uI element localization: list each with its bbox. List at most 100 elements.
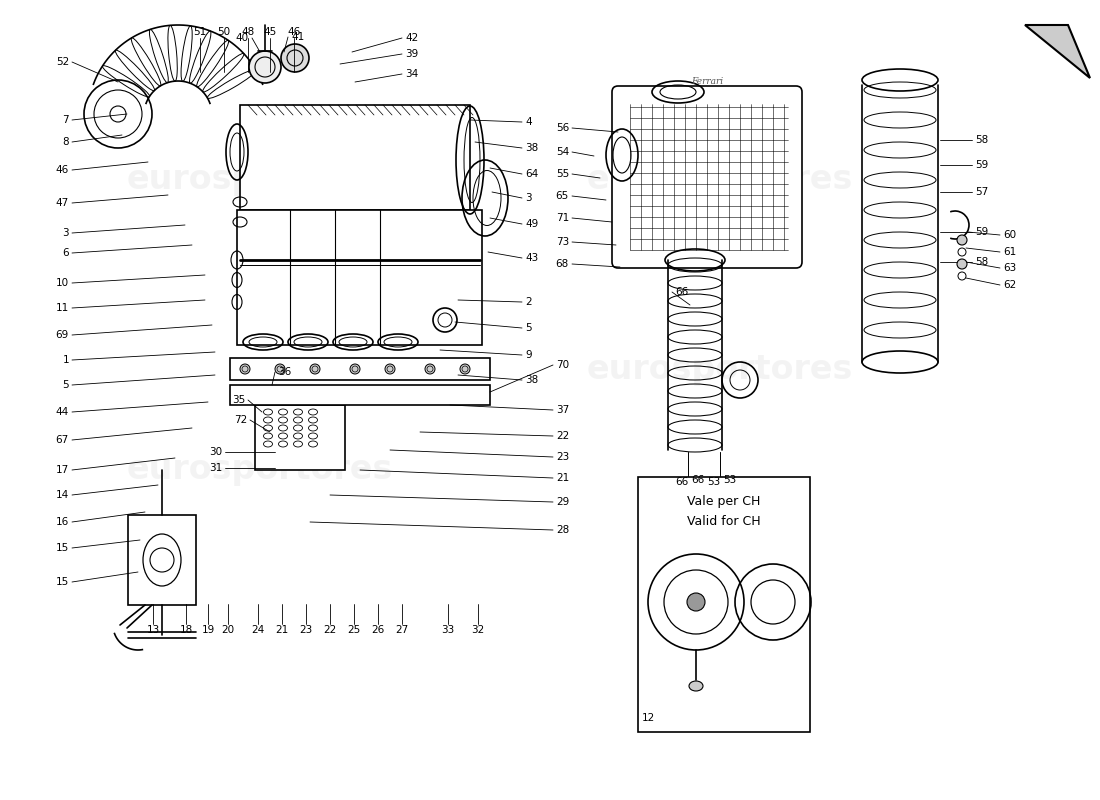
Text: 5: 5 — [525, 323, 531, 333]
Text: 34: 34 — [405, 69, 418, 79]
Circle shape — [460, 364, 470, 374]
Text: 20: 20 — [221, 625, 234, 635]
Text: 51: 51 — [194, 27, 207, 37]
Text: 23: 23 — [556, 452, 570, 462]
Text: 41: 41 — [292, 32, 305, 42]
Text: 17: 17 — [56, 465, 69, 475]
Text: 44: 44 — [56, 407, 69, 417]
Text: 53: 53 — [707, 477, 721, 487]
Circle shape — [957, 259, 967, 269]
Circle shape — [385, 364, 395, 374]
Text: 14: 14 — [56, 490, 69, 500]
Text: eurosportores: eurosportores — [126, 454, 393, 486]
Text: 52: 52 — [56, 57, 69, 67]
Text: 29: 29 — [556, 497, 570, 507]
Text: 50: 50 — [218, 27, 231, 37]
Text: 58: 58 — [975, 257, 988, 267]
Circle shape — [275, 364, 285, 374]
Text: 55: 55 — [556, 169, 569, 179]
Text: 19: 19 — [201, 625, 214, 635]
Text: 8: 8 — [63, 137, 69, 147]
Text: 61: 61 — [1003, 247, 1016, 257]
Text: 53: 53 — [723, 475, 736, 485]
Text: 23: 23 — [299, 625, 312, 635]
Text: 27: 27 — [395, 625, 408, 635]
Text: 32: 32 — [472, 625, 485, 635]
Text: 47: 47 — [56, 198, 69, 208]
Circle shape — [688, 593, 705, 611]
Text: 62: 62 — [1003, 280, 1016, 290]
Text: 66: 66 — [675, 287, 689, 297]
Text: 33: 33 — [441, 625, 454, 635]
Text: 48: 48 — [241, 27, 254, 37]
Text: 24: 24 — [252, 625, 265, 635]
Text: 28: 28 — [556, 525, 570, 535]
Text: 45: 45 — [263, 27, 276, 37]
Text: 57: 57 — [975, 187, 988, 197]
Text: 56: 56 — [556, 123, 569, 133]
Text: 38: 38 — [525, 143, 538, 153]
Circle shape — [280, 44, 309, 72]
Text: 5: 5 — [63, 380, 69, 390]
Text: 66: 66 — [675, 477, 689, 487]
Text: 21: 21 — [275, 625, 288, 635]
Text: Vale per CH: Vale per CH — [688, 495, 761, 508]
Text: 58: 58 — [975, 135, 988, 145]
Polygon shape — [1025, 25, 1090, 78]
Bar — [236, 210, 482, 345]
Text: 31: 31 — [209, 463, 222, 473]
Bar — [255, 405, 345, 470]
Text: Valid for CH: Valid for CH — [688, 515, 761, 528]
Text: Ferrari: Ferrari — [691, 77, 723, 86]
Circle shape — [310, 364, 320, 374]
Bar — [638, 477, 810, 732]
Text: 72: 72 — [233, 415, 248, 425]
Text: 40: 40 — [235, 33, 249, 43]
Bar — [128, 515, 196, 605]
Text: 65: 65 — [556, 191, 569, 201]
Bar — [240, 105, 470, 210]
Text: 63: 63 — [1003, 263, 1016, 273]
Text: 37: 37 — [556, 405, 570, 415]
Text: 7: 7 — [63, 115, 69, 125]
Text: 6: 6 — [63, 248, 69, 258]
Text: 73: 73 — [556, 237, 569, 247]
Circle shape — [957, 235, 967, 245]
Text: 9: 9 — [525, 350, 531, 360]
Text: 2: 2 — [525, 297, 531, 307]
Text: 60: 60 — [1003, 230, 1016, 240]
FancyBboxPatch shape — [612, 86, 802, 268]
Text: 71: 71 — [556, 213, 569, 223]
Text: 3: 3 — [525, 193, 531, 203]
Text: 4: 4 — [525, 117, 531, 127]
Text: 1: 1 — [63, 355, 69, 365]
Text: 59: 59 — [975, 227, 988, 237]
Text: 12: 12 — [642, 713, 656, 723]
Text: 68: 68 — [556, 259, 569, 269]
Text: 46: 46 — [56, 165, 69, 175]
Text: 66: 66 — [691, 475, 704, 485]
Text: 42: 42 — [405, 33, 418, 43]
Text: 18: 18 — [179, 625, 192, 635]
Text: 69: 69 — [56, 330, 69, 340]
Text: 49: 49 — [525, 219, 538, 229]
Circle shape — [350, 364, 360, 374]
Text: 64: 64 — [525, 169, 538, 179]
Text: 39: 39 — [405, 49, 418, 59]
Text: 13: 13 — [146, 625, 160, 635]
Text: 54: 54 — [556, 147, 569, 157]
Text: 10: 10 — [56, 278, 69, 288]
Text: 35: 35 — [232, 395, 245, 405]
Text: 15: 15 — [56, 577, 69, 587]
Ellipse shape — [689, 681, 703, 691]
Text: 30: 30 — [209, 447, 222, 457]
Text: 22: 22 — [323, 625, 337, 635]
Text: 59: 59 — [975, 160, 988, 170]
Circle shape — [249, 51, 280, 83]
Text: 26: 26 — [372, 625, 385, 635]
Text: 15: 15 — [56, 543, 69, 553]
Text: 38: 38 — [525, 375, 538, 385]
Text: 3: 3 — [63, 228, 69, 238]
Circle shape — [425, 364, 435, 374]
Circle shape — [240, 364, 250, 374]
